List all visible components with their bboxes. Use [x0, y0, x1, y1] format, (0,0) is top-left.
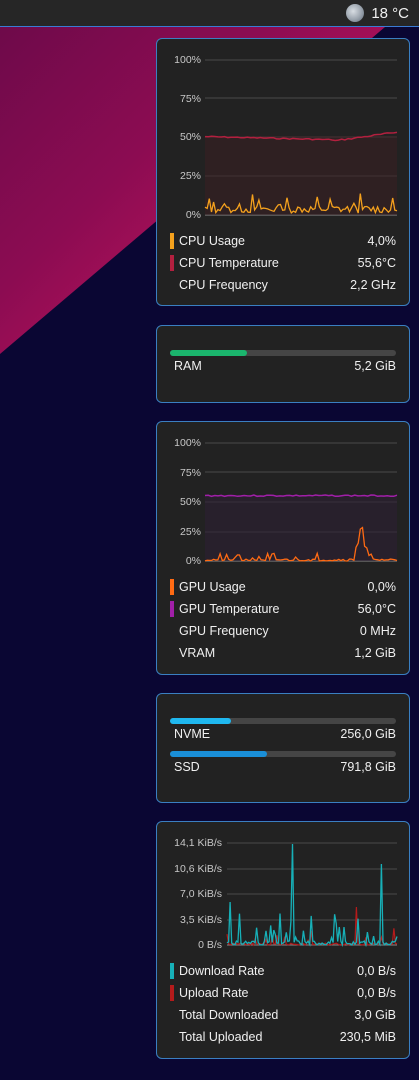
- row-value: 230,5 MiB: [339, 1030, 396, 1044]
- row-label: SSD: [174, 760, 200, 774]
- nvme-bar: [170, 718, 396, 724]
- weather-widget[interactable]: 18 °C: [346, 4, 409, 22]
- ram-bar-fill: [170, 350, 247, 356]
- cpu-temperature-series: [204, 131, 398, 142]
- ram-panel[interactable]: RAM 5,2 GiB: [156, 325, 410, 403]
- total-uploaded-row: Total Uploaded 230,5 MiB: [170, 1027, 396, 1047]
- row-value: 791,8 GiB: [340, 760, 396, 774]
- row-label: CPU Temperature: [179, 256, 279, 270]
- axis-label: 3,5 KiB/s: [179, 914, 222, 926]
- row-value: 0,0 B/s: [357, 986, 396, 1000]
- ssd-bar: [170, 751, 396, 757]
- axis-label: 75%: [179, 467, 201, 479]
- row-value: 1,2 GiB: [354, 646, 396, 660]
- top-panel: 18 °C: [0, 0, 419, 27]
- upload-rate-swatch: [170, 985, 174, 1001]
- row-value: 3,0 GiB: [354, 1008, 396, 1022]
- download-rate-swatch: [170, 963, 174, 979]
- row-value: 56,0°C: [357, 602, 396, 616]
- cpu-temperature-row: CPU Temperature 55,6°C: [170, 253, 396, 273]
- row-value: 4,0%: [367, 234, 397, 248]
- vram-row: VRAM 1,2 GiB: [170, 643, 396, 663]
- gpu-temperature-row: GPU Temperature 56,0°C: [170, 599, 396, 619]
- row-value: 0 MHz: [359, 624, 396, 638]
- axis-label: 50%: [179, 496, 201, 508]
- gpu-usage-series: [204, 526, 398, 562]
- axis-label: 100%: [174, 54, 201, 66]
- row-value: 0,0%: [367, 580, 397, 594]
- cpu-usage-series: [204, 193, 398, 215]
- row-label: Total Downloaded: [179, 1008, 279, 1022]
- axis-label: 25%: [179, 526, 201, 538]
- axis-label: 0 B/s: [198, 939, 222, 951]
- row-value: 0,0 B/s: [357, 964, 396, 978]
- download-rate-series: [226, 843, 398, 948]
- gpu-frequency-row: GPU Frequency 0 MHz: [170, 621, 396, 641]
- axis-label: 7,0 KiB/s: [179, 888, 222, 900]
- row-value: 256,0 GiB: [340, 727, 396, 741]
- axis-label: 0%: [185, 209, 201, 221]
- axis-label: 50%: [179, 131, 201, 143]
- gpu-temperature-swatch: [170, 601, 174, 617]
- axis-label: 25%: [179, 170, 201, 182]
- cpu-usage-swatch: [170, 233, 174, 249]
- row-label: GPU Frequency: [179, 624, 269, 638]
- axis-label: 10,6 KiB/s: [174, 863, 222, 875]
- ram-row: RAM 5,2 GiB: [174, 356, 396, 376]
- nvme-bar-fill: [170, 718, 232, 724]
- cpu-usage-row: CPU Usage 4,0%: [170, 231, 396, 251]
- row-label: RAM: [174, 359, 202, 373]
- cpu-graph: [204, 59, 398, 216]
- row-label: GPU Usage: [179, 580, 246, 594]
- gpu-graph: [204, 442, 398, 562]
- row-value: 5,2 GiB: [354, 359, 396, 373]
- cpu-temperature-swatch: [170, 255, 174, 271]
- nvme-row: NVME 256,0 GiB: [174, 724, 396, 744]
- disks-panel[interactable]: NVME 256,0 GiB SSD 791,8 GiB: [156, 693, 410, 803]
- ssd-bar-fill: [170, 751, 268, 757]
- network-panel[interactable]: 14,1 KiB/s 10,6 KiB/s 7,0 KiB/s 3,5 KiB/…: [156, 821, 410, 1059]
- download-rate-row: Download Rate 0,0 B/s: [170, 961, 396, 981]
- row-value: 55,6°C: [357, 256, 396, 270]
- network-graph: [226, 842, 398, 948]
- row-label: Download Rate: [179, 964, 265, 978]
- row-label: CPU Usage: [179, 234, 245, 248]
- row-label: Upload Rate: [179, 986, 249, 1000]
- upload-rate-row: Upload Rate 0,0 B/s: [170, 983, 396, 1003]
- row-label: GPU Temperature: [179, 602, 280, 616]
- weather-temperature: 18 °C: [371, 4, 409, 22]
- axis-label: 75%: [179, 93, 201, 105]
- row-value: 2,2 GHz: [350, 278, 396, 292]
- cpu-panel[interactable]: 100% 75% 50% 25% 0% CPU Usage 4,0% CPU T…: [156, 38, 410, 306]
- ssd-row: SSD 791,8 GiB: [174, 757, 396, 777]
- row-label: Total Uploaded: [179, 1030, 263, 1044]
- axis-label: 100%: [174, 437, 201, 449]
- gpu-temperature-series: [204, 494, 398, 498]
- row-label: VRAM: [179, 646, 216, 660]
- ram-bar: [170, 350, 396, 356]
- axis-label: 14,1 KiB/s: [174, 837, 222, 849]
- axis-label: 0%: [185, 555, 201, 567]
- row-label: CPU Frequency: [179, 278, 268, 292]
- gpu-usage-row: GPU Usage 0,0%: [170, 577, 396, 597]
- gpu-panel[interactable]: 100% 75% 50% 25% 0% GPU Usage 0,0% GPU T…: [156, 421, 410, 675]
- row-label: NVME: [174, 727, 211, 741]
- gpu-usage-swatch: [170, 579, 174, 595]
- total-downloaded-row: Total Downloaded 3,0 GiB: [170, 1005, 396, 1025]
- cpu-frequency-row: CPU Frequency 2,2 GHz: [170, 275, 396, 295]
- moon-icon: [346, 4, 365, 22]
